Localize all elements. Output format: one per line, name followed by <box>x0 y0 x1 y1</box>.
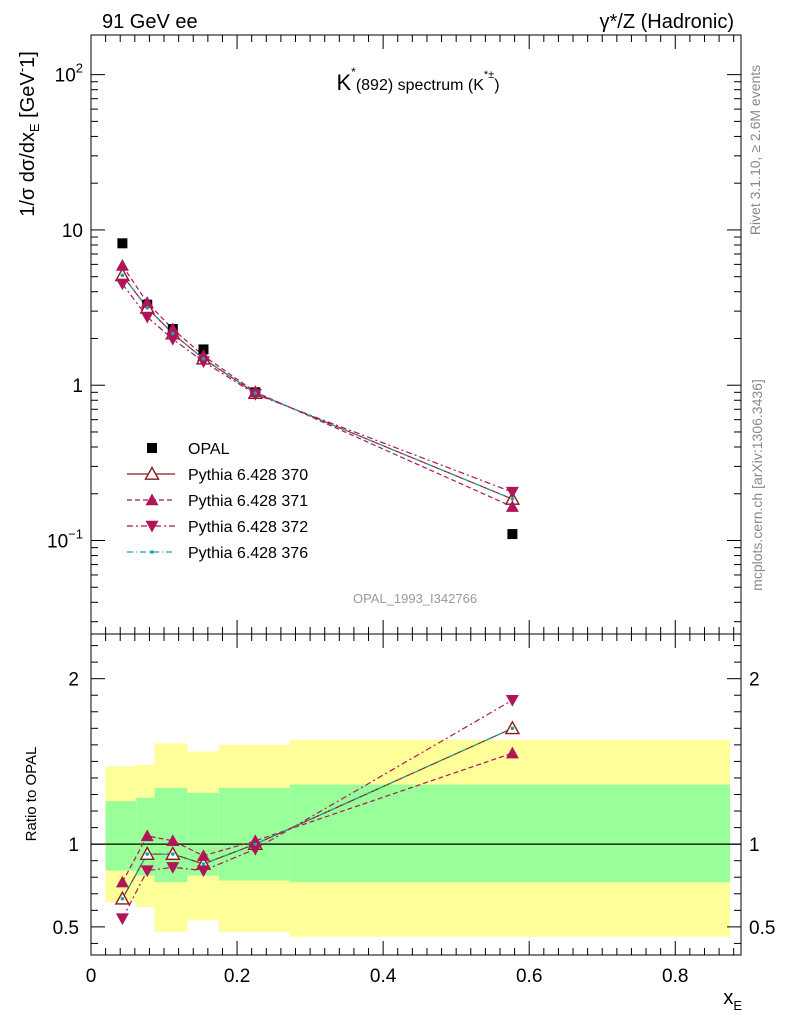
data-point-data <box>507 529 518 540</box>
ratio-line-p376 <box>121 727 513 900</box>
ratio-y-tick-label-right: 2 <box>749 670 760 691</box>
series-line-p372 <box>121 283 513 493</box>
rivet-version-label: Rivet 3.1.10, ≥ 2.6M events <box>747 65 763 235</box>
ratio-point-p376 <box>510 726 515 731</box>
data-point-p372 <box>166 333 180 346</box>
ratio-point-p372 <box>166 862 180 874</box>
main-plot-panel: 10−1 1 10 102 1/σ dσ/dxE [GeV-1] K*(892) spec… <box>14 34 742 635</box>
legend-marker-p376 <box>150 550 154 554</box>
data-point-p376 <box>201 356 206 361</box>
data-point-p372 <box>115 278 129 291</box>
legend: OPAL Pythia 6.428 370 Pythia 6.428 371 Pyth… <box>127 441 308 562</box>
data-point-p376 <box>145 306 150 310</box>
ratio-y-tick-label-left: 0.5 <box>53 918 79 939</box>
header-right-label: γ*/Z (Hadronic) <box>600 11 734 33</box>
x-axis-label: xE <box>723 987 742 1013</box>
x-tick-label: 0.8 <box>662 966 688 987</box>
ratio-point-p371 <box>505 746 519 759</box>
uncertainty-band-inner <box>105 801 137 871</box>
ratio-point-p371 <box>115 875 129 888</box>
data-point-p372 <box>140 311 154 324</box>
ratio-point-p372 <box>248 843 262 856</box>
series-line-p371 <box>121 265 513 508</box>
uncertainty-band-inner <box>218 787 290 881</box>
data-point-p376 <box>120 273 125 278</box>
data-point-p371 <box>505 500 519 512</box>
ratio-point-p371 <box>248 834 262 847</box>
ratio-y-tick-label-right: 1 <box>749 835 760 856</box>
legend-marker-p371 <box>145 493 159 506</box>
ratio-point-p376 <box>120 896 125 901</box>
legend-marker-p370 <box>144 466 160 480</box>
data-point-p371 <box>115 259 129 271</box>
ratio-point-p376 <box>253 842 258 846</box>
data-point-p376 <box>170 331 175 336</box>
data-point-p372 <box>196 356 210 369</box>
ratio-y-tick-label-left: 2 <box>68 670 79 691</box>
ratio-line-p372 <box>121 699 513 919</box>
legend-marker-data <box>147 443 157 453</box>
legend-label-p370: Pythia 6.428 370 <box>188 467 308 484</box>
x-tick-label: 0.4 <box>370 966 397 987</box>
y-tick-label: 10 <box>62 221 83 242</box>
plot-title: K*(892) spectrum (K*±) <box>336 65 499 95</box>
legend-label-p376: Pythia 6.428 376 <box>188 545 308 562</box>
data-point-p376 <box>253 391 258 395</box>
y-tick-label: 1 <box>72 376 83 397</box>
ratio-point-p376 <box>201 862 206 866</box>
y-axis-label: 1/σ dσ/dxE [GeV-1] <box>14 51 42 217</box>
data-point-p371 <box>166 322 180 335</box>
mcplots-label: mcplots.cern.ch [arXiv:1306.3436] <box>749 379 765 591</box>
uncertainty-band-inner <box>289 784 731 883</box>
data-point-p372 <box>505 486 519 499</box>
ratio-point-p371 <box>196 849 210 861</box>
x-tick-label: 0 <box>86 966 97 987</box>
ratio-point-p371 <box>166 834 180 847</box>
data-point-p371 <box>140 296 154 308</box>
ratio-point-p376 <box>170 852 175 856</box>
ratio-y-axis-label: Ratio to OPAL <box>23 747 40 842</box>
analysis-watermark: OPAL_1993_I342766 <box>353 591 477 606</box>
ratio-y-tick-label-right: 0.5 <box>749 918 775 939</box>
header-left-label: 91 GeV ee <box>102 11 198 33</box>
ratio-point-p372 <box>140 865 154 878</box>
legend-label-p371: Pythia 6.428 371 <box>188 493 308 510</box>
series-line-p376 <box>121 274 513 500</box>
ratio-point-p371 <box>140 829 154 842</box>
ratio-point-p372 <box>115 913 129 926</box>
ratio-plot-panel: 0.5 0.5 1 1 2 2 0 0.2 0.4 0.6 0.8 Ratio to OPAL xE <box>23 633 775 1013</box>
ratio-y-tick-label-left: 1 <box>68 835 79 856</box>
legend-label-p372: Pythia 6.428 372 <box>188 519 308 536</box>
ratio-point-p376 <box>145 852 150 856</box>
ratio-line-p371 <box>121 752 513 883</box>
series-line-p370 <box>121 274 513 500</box>
ratio-point-p372 <box>196 865 210 878</box>
legend-label-data: OPAL <box>188 441 230 458</box>
x-tick-label: 0.2 <box>224 966 250 987</box>
data-point-p376 <box>510 497 515 501</box>
data-point-data <box>117 238 128 249</box>
legend-marker-p372 <box>145 520 159 533</box>
ratio-point-p372 <box>505 694 519 707</box>
x-tick-label: 0.6 <box>516 966 542 987</box>
y-tick-label: 10−1 <box>47 527 83 553</box>
y-tick-label: 102 <box>55 61 83 87</box>
